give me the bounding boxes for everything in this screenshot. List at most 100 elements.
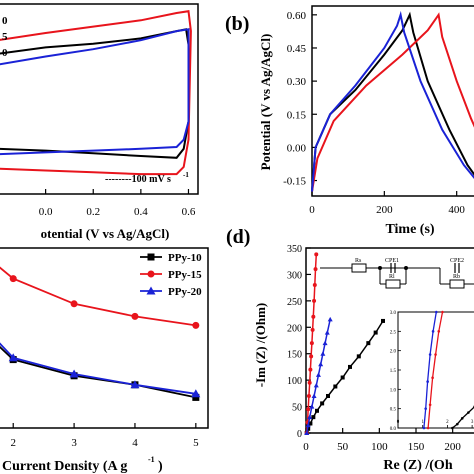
panel-b-label: (b) <box>225 13 249 35</box>
panel-d-marker-PPy-20 <box>322 340 328 346</box>
panel-d-marker-PPy-20 <box>304 430 310 435</box>
panel-d-marker-PPy-20 <box>309 404 315 409</box>
panel-d-inset-ytick-label: 0.5 <box>390 408 397 413</box>
panel-b-xtick-label: 400 <box>448 204 465 216</box>
panel-d-xtick-label: 200 <box>444 441 461 453</box>
panel-d-marker-PPy-15 <box>307 380 312 385</box>
panel-d-marker-PPy-15 <box>309 354 314 359</box>
panel-c-xlabel-sup: -1 <box>148 455 155 464</box>
panel-d-circuit <box>320 263 474 289</box>
panel-d-marker-PPy-20 <box>327 316 333 322</box>
panel-c-xlabel: Current Density (A g <box>2 459 127 474</box>
panel-b-xtick-label: 200 <box>376 204 393 216</box>
panel-b-gcd-PPy-15 <box>311 12 474 192</box>
panel-a-cv-PPy-20 <box>0 28 190 156</box>
panel-a-cv-PPy-15 <box>0 10 192 176</box>
panel-frames <box>0 3 474 434</box>
panel-d-inset-marker <box>434 353 437 356</box>
panel-d-frame <box>305 247 474 434</box>
panel-d-marker-PPy-15 <box>306 407 311 412</box>
panel-d-marker-PPy-20 <box>313 382 319 388</box>
panel-a-legend-fragment: 0 <box>2 47 8 59</box>
panel-d-marker-PPy-15 <box>313 267 318 272</box>
panel-d-xtick-label: 150 <box>408 441 425 453</box>
panel-d-ytick-label: 200 <box>287 323 302 334</box>
panel-d-marker-PPy-20 <box>307 414 313 420</box>
panel-d-marker-PPy-10 <box>356 354 361 359</box>
panel-b-ytick-label: 0.30 <box>287 76 307 88</box>
panel-d-inset-curve <box>423 311 437 429</box>
panel-d-inset-marker <box>434 310 438 314</box>
panel-c-xtick-label: 3 <box>71 437 77 449</box>
circuit-resistor-rs <box>351 263 367 273</box>
panel-c-marker-PPy-20 <box>191 389 201 398</box>
panel-d-marker-PPy-10 <box>326 394 330 398</box>
panel-d-marker-PPy-20 <box>305 422 311 428</box>
panel-c-marker-PPy-10 <box>192 393 200 401</box>
panel-d-inset-ytick-label: 3.0 <box>390 311 397 316</box>
panel-d-marker-PPy-15 <box>310 327 315 332</box>
panel-b-ytick-label: -0.15 <box>283 176 306 188</box>
panel-a-frame <box>0 3 199 195</box>
panel-c-line-PPy-20 <box>0 342 196 395</box>
panel-b-ytick-label: 0.60 <box>287 10 307 22</box>
panel-d-inset-ytick-label: 2.5 <box>390 330 397 335</box>
panel-d-ytick-label: 50 <box>292 403 302 414</box>
panel-d-marker-PPy-10 <box>320 401 325 406</box>
panel-c-xtick-label: 5 <box>193 437 199 449</box>
panel-b-gcd-PPy-10 <box>311 11 474 192</box>
panel-b-gcd-PPy-20 <box>311 10 474 192</box>
panel-c-legend-marker <box>146 286 156 295</box>
panel-a-xlabel: otential (V vs Ag/AgCl) <box>41 226 170 241</box>
circuit-node <box>378 266 382 270</box>
panel-d-xtick-label: 50 <box>337 441 349 453</box>
circuit-resistor-rl <box>385 279 401 289</box>
panel-d-inset-marker <box>428 403 432 407</box>
panel-d-ytick-label: 0 <box>297 429 302 440</box>
panel-a-annotation-sup: -1 <box>183 171 189 179</box>
panel-c-legend-label: PPy-20 <box>168 286 202 298</box>
panel-d-inset-marker <box>424 407 427 410</box>
panel-d-inset-xtick-label: 2 <box>446 420 449 425</box>
panel-b-ytick-label: 0.00 <box>287 142 307 154</box>
panel-d-inset-ytick-label: 2.0 <box>390 350 397 355</box>
panel-c-xtick-label: 2 <box>10 437 16 449</box>
panel-c-marker-PPy-15 <box>70 300 78 308</box>
panel-d-inset-marker <box>437 330 441 333</box>
panel-d-xtick-label: 0 <box>303 441 309 453</box>
panel-d-marker-PPy-10 <box>348 364 352 369</box>
panel-c-marker-PPy-20 <box>8 353 18 362</box>
panel-c-legend-label: PPy-15 <box>168 269 202 281</box>
panel-c-marker-PPy-15 <box>131 312 139 320</box>
panel-d-inset-marker <box>428 353 432 356</box>
panel-d-inset-xtick-label: 3 <box>471 420 474 425</box>
panel-d-ytick-label: 300 <box>287 270 302 281</box>
panel-d-marker-PPy-20 <box>315 372 321 377</box>
panel-d-line-PPy-15 <box>305 254 318 434</box>
panel-d-xlabel: Re (Z) /(Oh <box>383 458 452 473</box>
panel-d-inset-marker <box>467 411 470 414</box>
panel-d-ytick-label: 150 <box>287 350 302 361</box>
panel-d-marker-PPy-10 <box>311 415 316 420</box>
panel-d-marker-PPy-10 <box>381 318 385 323</box>
panel-d-label: (d) <box>226 226 250 248</box>
panel-d-inset-marker <box>441 310 444 314</box>
panel-d-inset-frame <box>397 311 474 429</box>
panel-d-marker-PPy-10 <box>366 341 371 346</box>
panel-d-ytick-label: 250 <box>287 297 302 308</box>
panel-d-marker-PPy-15 <box>309 341 314 346</box>
panel-a-xtick-label: 0.6 <box>182 206 196 218</box>
panel-d-ytick-label: 350 <box>287 244 302 255</box>
panel-c-marker-PPy-20 <box>130 380 140 389</box>
panel-d-marker-PPy-15 <box>312 298 317 303</box>
panel-d-inset-marker <box>455 422 459 426</box>
panel-a-xtick-label: 0.2 <box>86 206 100 218</box>
panel-d-inset-marker <box>431 376 434 380</box>
panel-c-legend-label: PPy-10 <box>168 252 202 264</box>
panel-d-marker-PPy-10 <box>340 375 345 380</box>
panel-d-marker-PPy-15 <box>306 394 311 398</box>
panel-b-xlabel: Time (s) <box>385 222 434 237</box>
circuit-label-rs: Rs <box>355 258 362 264</box>
